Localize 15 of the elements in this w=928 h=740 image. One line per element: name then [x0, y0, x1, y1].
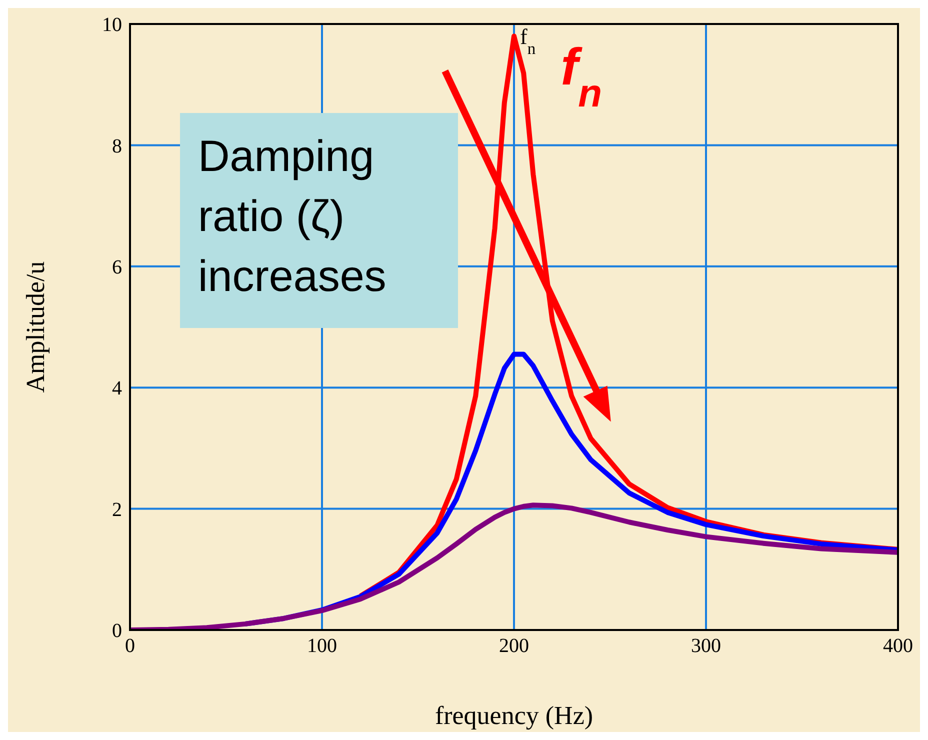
annotation: f$_{n}$ — [520, 24, 536, 58]
y-axis-title: Amplitude/u — [21, 261, 50, 393]
x-axis-title: frequency (Hz) — [434, 701, 594, 730]
y-tick-label: 0 — [112, 620, 122, 642]
y-tick-label: 8 — [112, 135, 122, 158]
y-tick-label: 10 — [102, 14, 122, 36]
annotation: Damping ratio (ζ) increases — [198, 131, 388, 303]
y-tick-label: 2 — [112, 498, 122, 521]
y-tick-label: 4 — [112, 378, 122, 400]
x-tick-label: 300 — [691, 635, 721, 658]
x-tick-label: 400 — [883, 635, 913, 658]
y-tick-label: 6 — [112, 256, 122, 278]
x-tick-label: 100 — [307, 635, 337, 658]
annotation: f$_{n}$ — [560, 38, 602, 116]
x-tick-label: 200 — [499, 635, 529, 658]
